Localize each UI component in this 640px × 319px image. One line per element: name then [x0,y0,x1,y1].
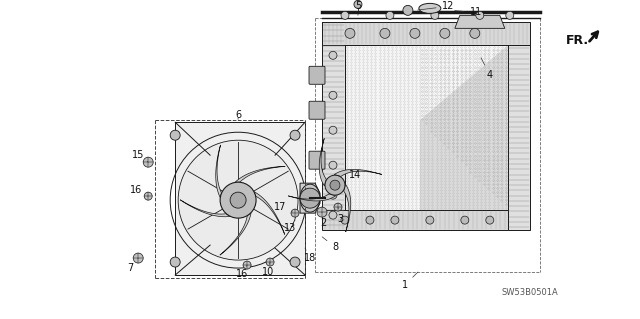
Polygon shape [344,184,351,232]
Circle shape [486,216,494,224]
Polygon shape [322,210,508,230]
Polygon shape [322,22,345,228]
Circle shape [325,175,345,195]
Circle shape [230,192,246,208]
Text: 15: 15 [132,150,148,162]
Circle shape [431,11,439,19]
Text: 16: 16 [236,265,248,279]
Text: FR.: FR. [566,34,589,47]
Circle shape [341,11,349,19]
Polygon shape [220,213,251,255]
Circle shape [170,130,180,140]
Text: 4: 4 [481,58,493,80]
Circle shape [143,157,153,167]
Circle shape [290,257,300,267]
Polygon shape [288,194,336,201]
Circle shape [329,211,337,219]
FancyBboxPatch shape [309,151,325,169]
Circle shape [366,216,374,224]
Text: 3: 3 [337,207,343,224]
Circle shape [133,253,143,263]
Circle shape [403,5,413,15]
Text: 14: 14 [345,170,361,185]
Circle shape [300,188,320,208]
Circle shape [317,207,327,217]
Circle shape [341,216,349,224]
Polygon shape [345,45,508,210]
Polygon shape [180,200,230,217]
Ellipse shape [300,184,320,212]
Text: 11: 11 [454,7,482,17]
Circle shape [354,0,362,8]
Text: 16: 16 [130,185,148,196]
Circle shape [178,140,298,260]
Text: 2: 2 [320,212,326,228]
Circle shape [345,28,355,38]
Ellipse shape [419,4,441,13]
Polygon shape [300,183,320,213]
Circle shape [266,258,274,266]
Circle shape [329,191,337,199]
Text: 7: 7 [127,258,138,273]
Text: 13: 13 [284,220,296,233]
Polygon shape [254,192,285,234]
Text: SW53B0501A: SW53B0501A [501,287,558,297]
Circle shape [440,28,450,38]
Polygon shape [455,15,505,28]
Circle shape [476,11,484,19]
Text: 8: 8 [322,237,338,252]
Text: 6: 6 [235,110,241,120]
Circle shape [329,51,337,59]
Circle shape [470,28,480,38]
Circle shape [329,161,337,169]
Circle shape [391,216,399,224]
Polygon shape [175,122,305,275]
Polygon shape [319,138,326,186]
Text: 18: 18 [304,248,316,263]
Circle shape [426,216,434,224]
Polygon shape [508,45,530,230]
Polygon shape [420,45,508,210]
Text: 10: 10 [262,262,274,277]
FancyBboxPatch shape [309,101,325,119]
Circle shape [220,182,256,218]
Circle shape [410,28,420,38]
Circle shape [386,11,394,19]
Circle shape [334,203,342,211]
Circle shape [144,192,152,200]
Circle shape [243,261,251,269]
Circle shape [506,11,514,19]
Circle shape [170,257,180,267]
Polygon shape [334,169,382,176]
Circle shape [380,28,390,38]
Text: 1: 1 [402,272,418,290]
Text: 12: 12 [418,1,454,11]
Circle shape [330,180,340,190]
Circle shape [329,126,337,134]
Circle shape [461,216,469,224]
Text: 17: 17 [274,202,292,212]
FancyBboxPatch shape [309,66,325,84]
Circle shape [291,209,299,217]
Polygon shape [322,22,530,45]
Polygon shape [235,167,285,182]
Circle shape [290,130,300,140]
Polygon shape [216,145,221,197]
Text: 5: 5 [355,1,361,15]
Circle shape [329,91,337,99]
